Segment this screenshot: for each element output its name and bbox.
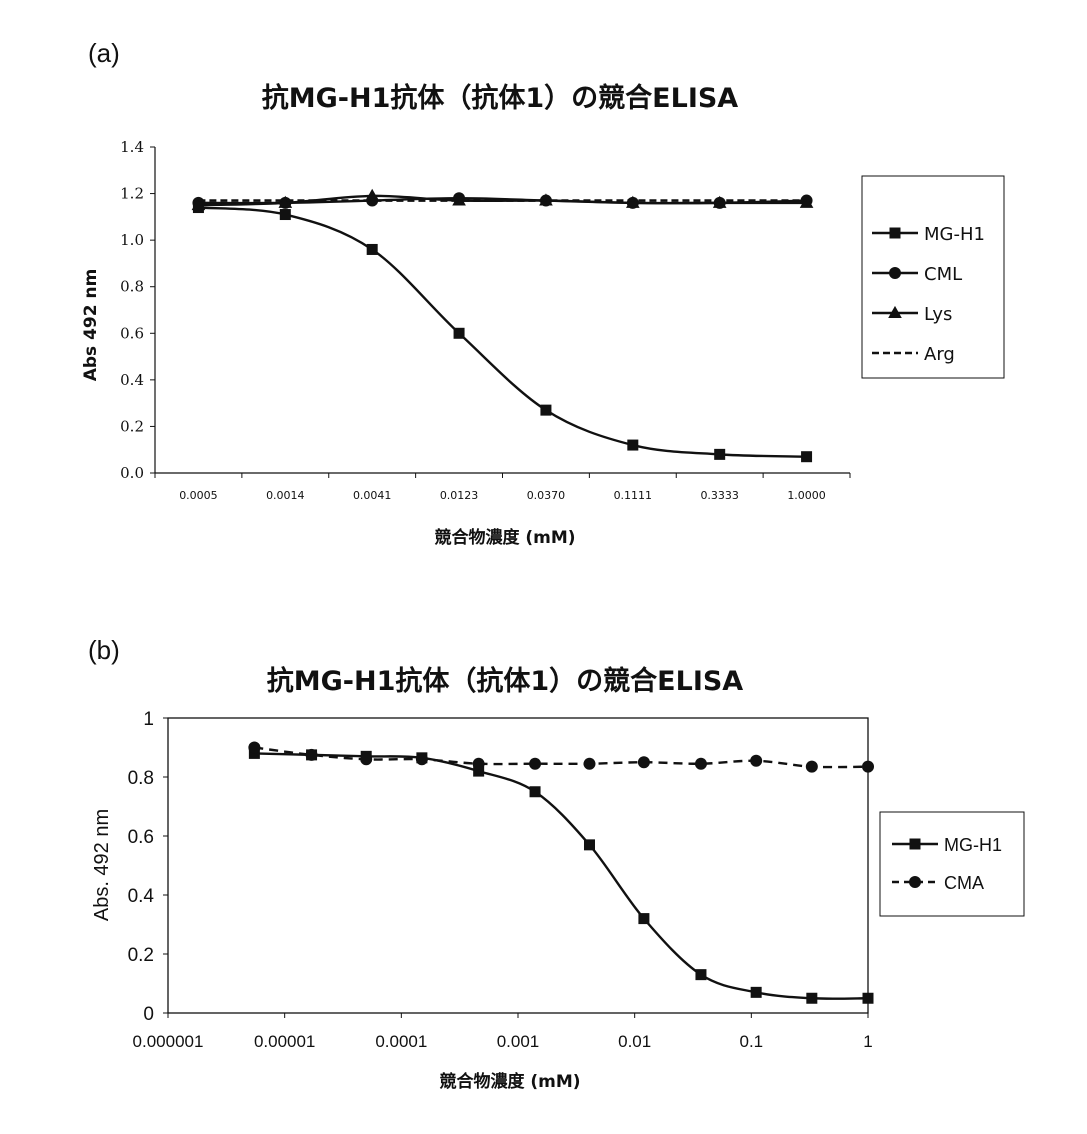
- chart-a-point-mg-h1: [367, 244, 378, 255]
- chart-a-legend-label-cml: CML: [924, 264, 962, 285]
- chart-a-point-mg-h1: [714, 449, 725, 460]
- chart-b-point-cma: [583, 758, 595, 770]
- chart-b-legend-marker-mg-h1: [910, 839, 921, 850]
- chart-b-point-cma: [360, 753, 372, 765]
- chart-b-point-mg-h1: [806, 993, 817, 1004]
- chart-a-x-tick-label: 0.0005: [179, 489, 218, 502]
- chart-a-y-tick-label: 0.6: [120, 324, 144, 342]
- chart-b-point-mg-h1: [584, 839, 595, 850]
- chart-b-point-cma: [306, 749, 318, 761]
- chart-a-legend-label-mg-h1: MG-H1: [924, 224, 985, 245]
- chart-b-x-tick-label: 0.01: [618, 1032, 651, 1051]
- panel-b-label: (b): [88, 635, 120, 665]
- chart-b-x-axis-title: 競合物濃度 (mM): [439, 1071, 580, 1092]
- chart-b-point-cma: [529, 758, 541, 770]
- chart-a-series-line-mg-h1: [198, 208, 806, 457]
- chart-b: 0 0.2 0.4 0.6 0.8 1 0.000001 0.00001 0.0001 0.001…: [128, 709, 1024, 1051]
- chart-b-point-cma: [806, 761, 818, 773]
- chart-a-y-tick-label: 0.2: [120, 417, 144, 435]
- chart-b-y-tick-label: 0.6: [128, 827, 154, 848]
- chart-a-legend-marker-cml: [889, 267, 901, 279]
- chart-a-y-tick-label: 0.4: [120, 371, 144, 389]
- chart-a-y-axis-title: Abs 492 nm: [81, 269, 101, 382]
- chart-b-x-tick-label: 0.00001: [254, 1032, 315, 1051]
- chart-a-point-mg-h1: [627, 440, 638, 451]
- chart-b-x-tick-label: 1: [863, 1032, 872, 1051]
- chart-b-point-mg-h1: [638, 913, 649, 924]
- chart-b-point-cma: [862, 761, 874, 773]
- chart-b-y-axis-title: Abs. 492 nm: [91, 809, 113, 921]
- chart-b-y-tick-label: 0.2: [128, 945, 154, 966]
- chart-a-x-tick-label: 0.3333: [700, 489, 739, 502]
- chart-b-legend: [880, 812, 1024, 916]
- chart-b-point-mg-h1: [751, 987, 762, 998]
- chart-b-point-cma: [473, 758, 485, 770]
- panel-a-label: (a): [88, 38, 120, 68]
- chart-b-point-cma: [248, 742, 260, 754]
- chart-a-point-mg-h1: [540, 405, 551, 416]
- chart-b-series-line-mg-h1: [254, 753, 868, 998]
- chart-b-legend-label-cma: CMA: [944, 873, 984, 893]
- chart-a-x-tick-label: 0.0014: [266, 489, 305, 502]
- chart-a-point-mg-h1: [454, 328, 465, 339]
- chart-a-title: 抗MG-H1抗体（抗体1）の競合ELISA: [262, 82, 739, 114]
- chart-b-x-tick-label: 0.1: [740, 1032, 764, 1051]
- chart-b-y-tick-label: 0.8: [128, 768, 154, 789]
- chart-a-legend-label-lys: Lys: [924, 304, 952, 325]
- chart-a-y-tick-label: 1.4: [120, 138, 144, 156]
- chart-a-x-tick-label: 0.0370: [527, 489, 566, 502]
- chart-b-title: 抗MG-H1抗体（抗体1）の競合ELISA: [267, 665, 744, 697]
- chart-a-x-tick-label: 0.1111: [614, 489, 653, 502]
- chart-b-point-cma: [638, 756, 650, 768]
- chart-a-x-tick-label: 0.0123: [440, 489, 479, 502]
- chart-b-y-tick-label: 0: [143, 1004, 154, 1025]
- chart-b-point-mg-h1: [863, 993, 874, 1004]
- chart-b-x-tick-label: 0.001: [497, 1032, 540, 1051]
- chart-a-y-tick-label: 1.0: [120, 231, 144, 249]
- chart-a-legend-label-arg: Arg: [924, 344, 955, 365]
- chart-b-point-cma: [416, 753, 428, 765]
- chart-b-plot-frame: [168, 718, 868, 1013]
- chart-b-legend-label-mg-h1: MG-H1: [944, 835, 1002, 855]
- chart-b-series-line-cma: [254, 748, 868, 768]
- chart-a: 0.0 0.2 0.4 0.6 0.8 1.0 1.2 1.4 0.0005 0.0014 0.00…: [120, 138, 1004, 502]
- chart-b-x-tick-label: 0.000001: [133, 1032, 204, 1051]
- chart-b-y-tick-label: 1: [143, 709, 154, 730]
- chart-b-point-mg-h1: [695, 969, 706, 980]
- chart-b-point-cma: [695, 758, 707, 770]
- chart-a-x-axis-title: 競合物濃度 (mM): [434, 527, 575, 548]
- chart-b-point-cma: [750, 755, 762, 767]
- chart-b-legend-marker-cma: [909, 876, 921, 888]
- chart-a-y-tick-label: 1.2: [120, 185, 144, 203]
- chart-b-point-mg-h1: [530, 786, 541, 797]
- chart-a-y-tick-label: 0.0: [120, 464, 144, 482]
- chart-a-point-mg-h1: [280, 209, 291, 220]
- chart-a-x-tick-label: 0.0041: [353, 489, 392, 502]
- figure: (a) 抗MG-H1抗体（抗体1）の競合ELISA 競合物濃度 (mM) Abs…: [0, 0, 1087, 1134]
- chart-a-point-mg-h1: [801, 451, 812, 462]
- chart-a-x-tick-label: 1.0000: [787, 489, 826, 502]
- chart-b-y-tick-label: 0.4: [128, 886, 155, 907]
- chart-a-legend-marker-mg-h1: [890, 228, 901, 239]
- chart-a-y-tick-label: 0.8: [120, 278, 144, 296]
- chart-b-x-tick-label: 0.0001: [375, 1032, 427, 1051]
